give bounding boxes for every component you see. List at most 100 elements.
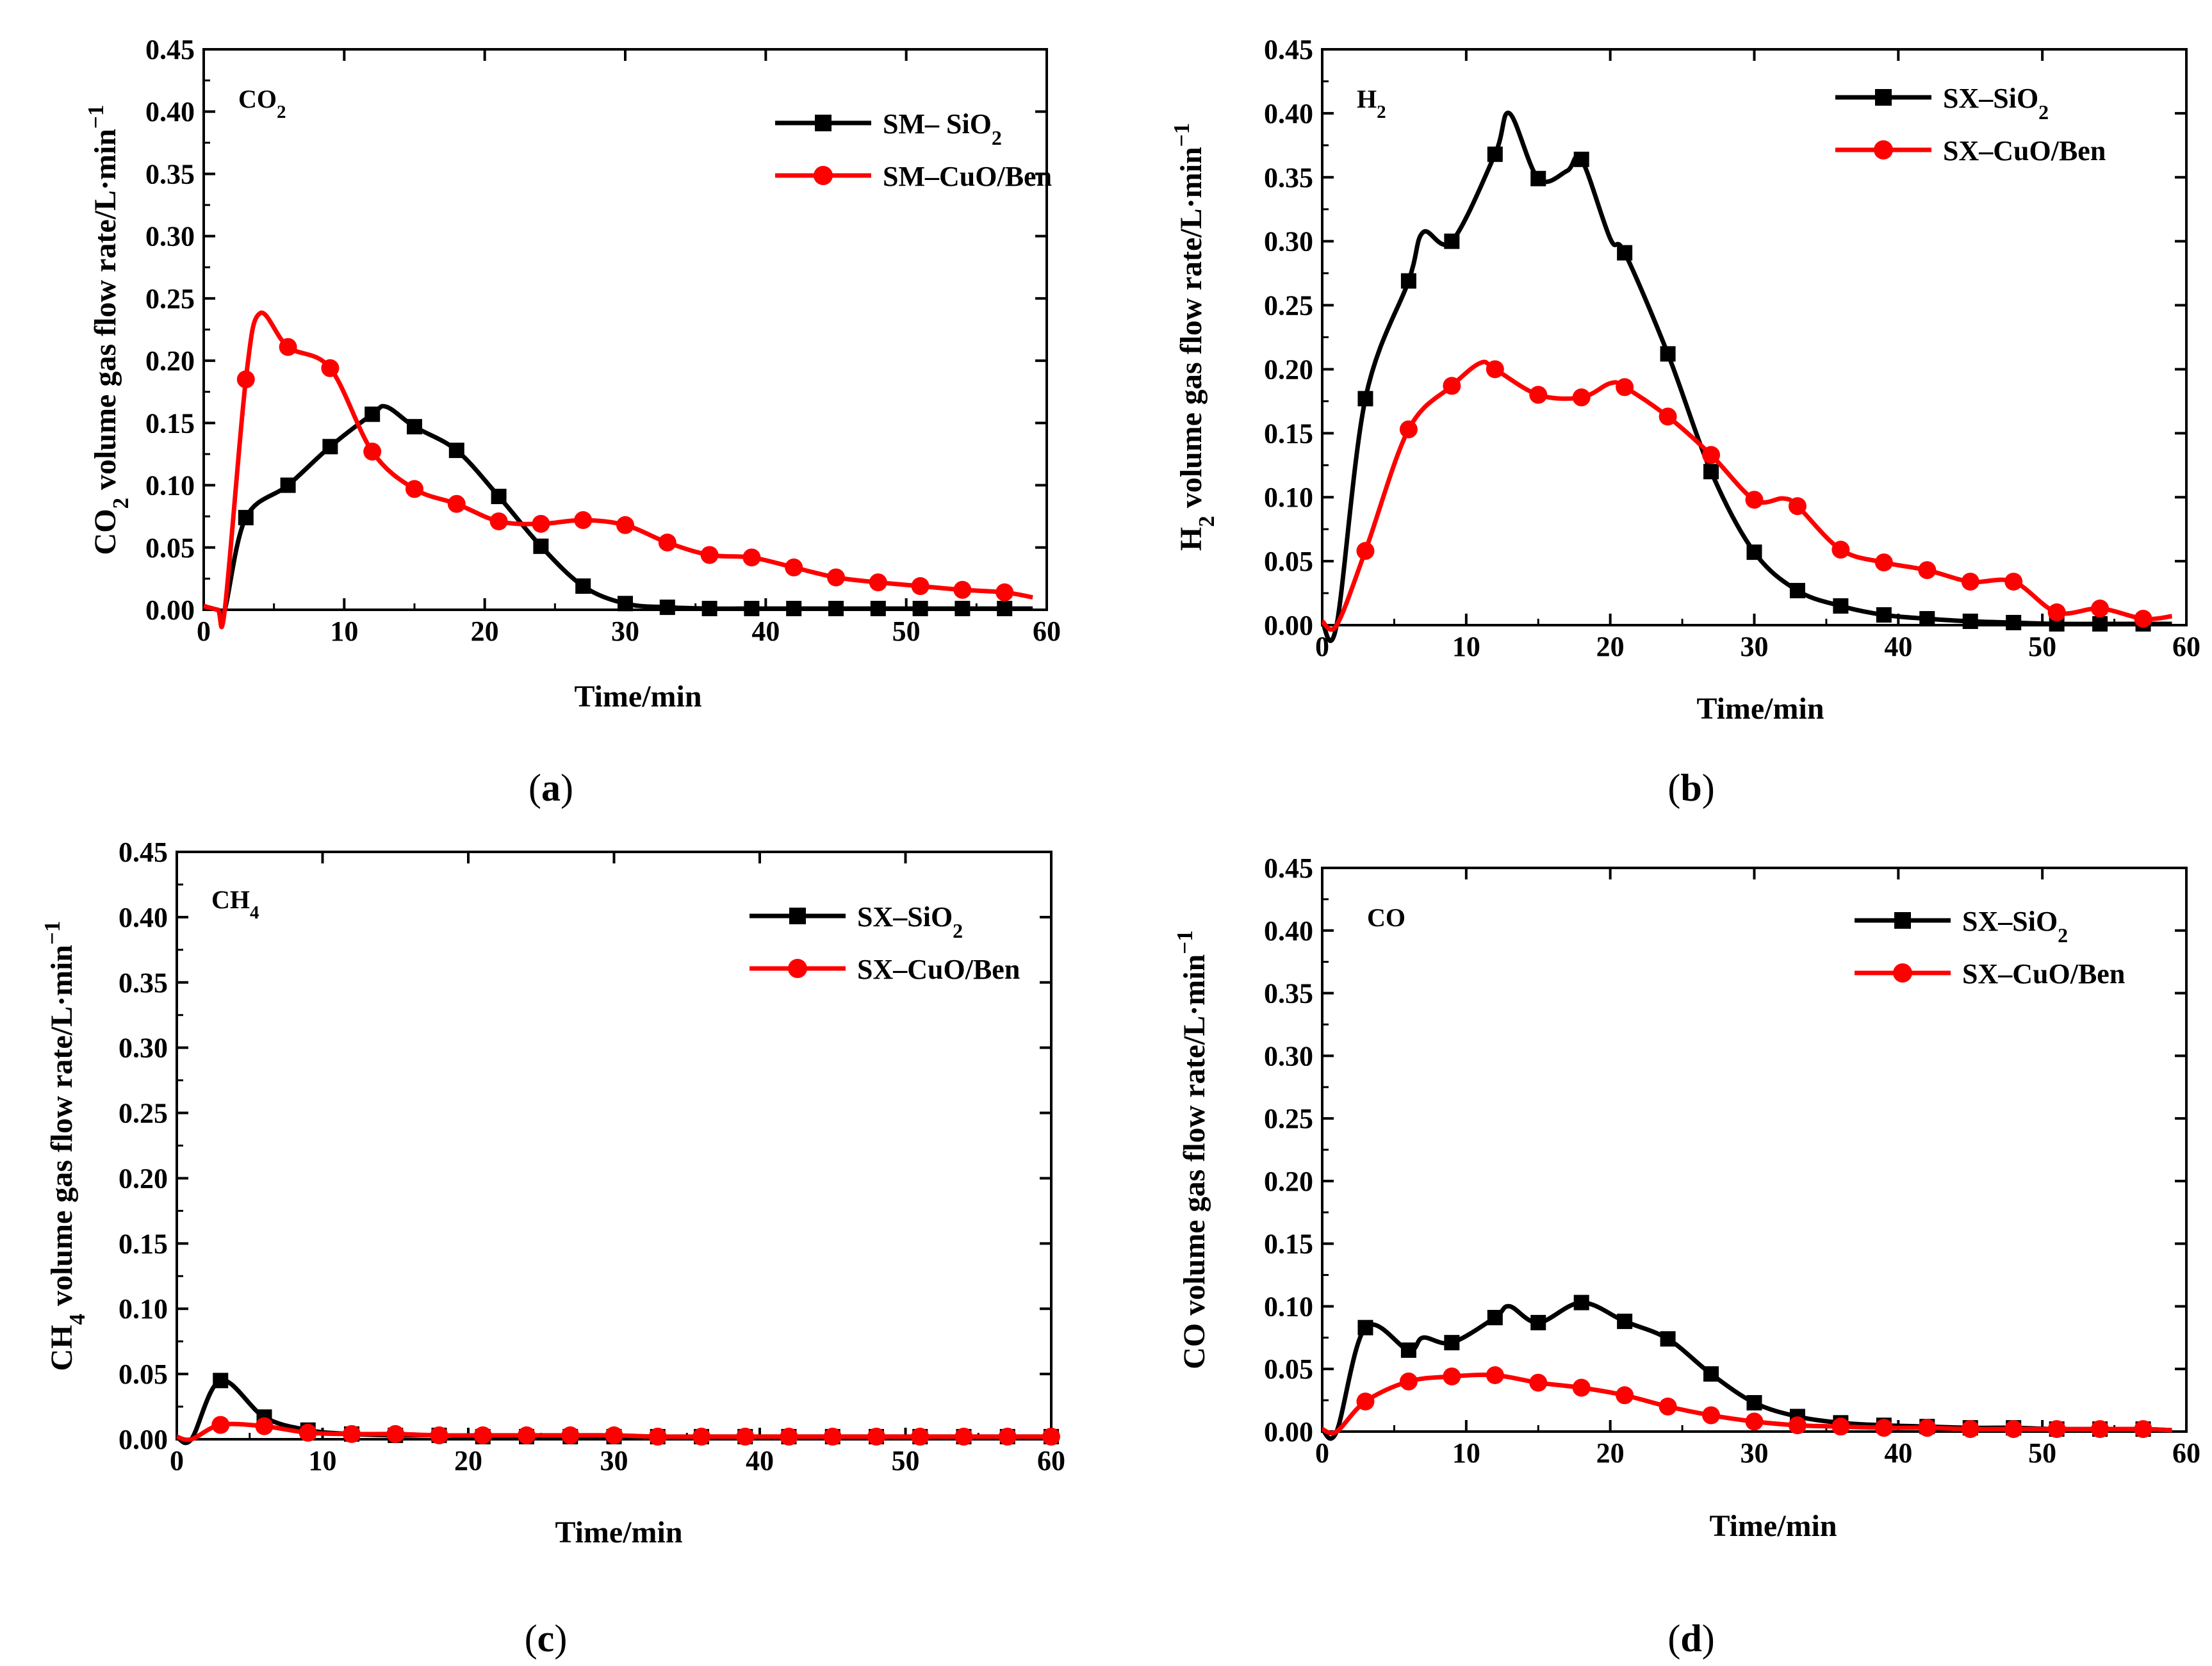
data-point (2004, 1420, 2023, 1439)
y-tick-label: 0.45 (1264, 853, 1313, 884)
data-point (2134, 1420, 2152, 1439)
data-point (532, 514, 550, 533)
data-point (489, 512, 508, 530)
y-tick-label: 0.45 (145, 34, 195, 65)
data-point (1961, 1420, 1979, 1439)
y-tick-label: 0.25 (1264, 1103, 1313, 1134)
data-point (1573, 151, 1589, 167)
data-point (1702, 1406, 1721, 1425)
data-point (1746, 1395, 1762, 1411)
data-point (1876, 607, 1892, 623)
data-point (1356, 1392, 1375, 1411)
data-point (2047, 603, 2066, 622)
data-point (1617, 245, 1633, 261)
legend-marker (1894, 912, 1911, 929)
data-point (2047, 1420, 2066, 1439)
data-point (828, 601, 844, 617)
data-point (1042, 1427, 1060, 1446)
data-point (995, 583, 1014, 601)
data-point (2004, 573, 2023, 591)
legend-label: SM–CuO/Ben (883, 161, 1052, 192)
y-tick-label: 0.40 (1264, 98, 1313, 129)
x-axis-label: Time/min (1696, 692, 1824, 726)
data-point (1487, 1310, 1503, 1326)
data-point (1400, 273, 1416, 289)
data-point (953, 580, 972, 599)
data-point (911, 1427, 930, 1446)
x-tick-label: 60 (1037, 1445, 1065, 1476)
data-point (1659, 1397, 1677, 1416)
y-tick-label: 0.05 (1264, 1353, 1313, 1385)
data-point (1616, 378, 1634, 396)
y-tick-label: 0.45 (1264, 34, 1313, 65)
y-tick-label: 0.30 (119, 1033, 168, 1064)
data-point (1529, 1373, 1548, 1392)
data-point (238, 510, 254, 526)
y-tick-label: 0.35 (1264, 978, 1313, 1009)
data-point (1572, 388, 1591, 407)
data-point (786, 601, 802, 617)
data-point (648, 1427, 667, 1446)
data-point (870, 601, 886, 617)
data-point (561, 1426, 580, 1444)
data-point (1702, 446, 1721, 464)
data-point (658, 534, 676, 551)
data-point (605, 1426, 623, 1444)
y-tick-label: 0.40 (119, 902, 168, 933)
data-point (2091, 1420, 2110, 1439)
y-tick-label: 0.35 (1264, 162, 1313, 193)
data-point (473, 1426, 492, 1444)
series-line-2 (1321, 1372, 2172, 1435)
y-tick-label: 0.00 (1264, 1416, 1313, 1448)
data-point (447, 494, 466, 513)
y-tick-label: 0.30 (145, 221, 195, 252)
data-point (954, 601, 971, 617)
legend-marker (815, 115, 832, 131)
data-point (911, 577, 930, 596)
data-point (1356, 542, 1375, 560)
data-point (575, 578, 591, 594)
data-point (406, 480, 423, 498)
x-tick-label: 50 (2028, 631, 2056, 662)
data-point (1919, 611, 1935, 627)
y-tick-label: 0.30 (1264, 226, 1313, 257)
chart-panel-4: 0 10 20 30 40 50 60 0.00 0.05 0.10 0.15 0.20 0.25 0.3… (1172, 853, 2201, 1660)
y-tick-label: 0.40 (145, 96, 195, 127)
data-point (998, 1427, 1017, 1446)
data-point (363, 443, 382, 461)
x-tick-label: 40 (751, 616, 780, 647)
x-tick-label: 20 (471, 616, 499, 647)
data-point (827, 568, 845, 587)
y-tick-label: 0.10 (119, 1293, 168, 1325)
data-point (1918, 561, 1937, 580)
data-point (1486, 360, 1504, 379)
y-tick-label: 0.15 (1264, 418, 1313, 449)
x-tick-label: 60 (1033, 616, 1061, 647)
data-point (1874, 1419, 1893, 1437)
data-point (1788, 1416, 1806, 1435)
x-tick-label: 0 (1315, 631, 1329, 662)
data-point (1703, 1366, 1719, 1382)
data-point (1573, 1294, 1589, 1311)
data-point (321, 359, 340, 377)
data-point (1659, 407, 1677, 426)
x-tick-label: 20 (454, 1445, 482, 1476)
panel-caption: (c) (525, 1617, 568, 1660)
data-point (616, 516, 634, 534)
x-tick-label: 50 (892, 1445, 920, 1476)
x-tick-label: 60 (2172, 1437, 2200, 1469)
series-line-2 (176, 1421, 1051, 1442)
x-tick-label: 50 (2028, 1437, 2056, 1469)
legend-label: SX–SiO2 (1943, 83, 2049, 124)
chart-panel-3: 0 10 20 30 40 50 60 0.00 0.05 0.10 0.15 0.20 0.25 0.3… (40, 837, 1066, 1660)
data-point (533, 538, 549, 554)
y-tick-label: 0.25 (1264, 290, 1313, 322)
data-point (1789, 583, 1805, 599)
y-tick-label: 0.15 (1264, 1229, 1313, 1260)
data-point (1961, 573, 1979, 591)
data-point (1572, 1378, 1591, 1397)
data-point (997, 601, 1013, 617)
y-tick-label: 0.00 (1264, 610, 1313, 641)
data-point (299, 1423, 317, 1442)
data-point (1918, 1419, 1937, 1437)
